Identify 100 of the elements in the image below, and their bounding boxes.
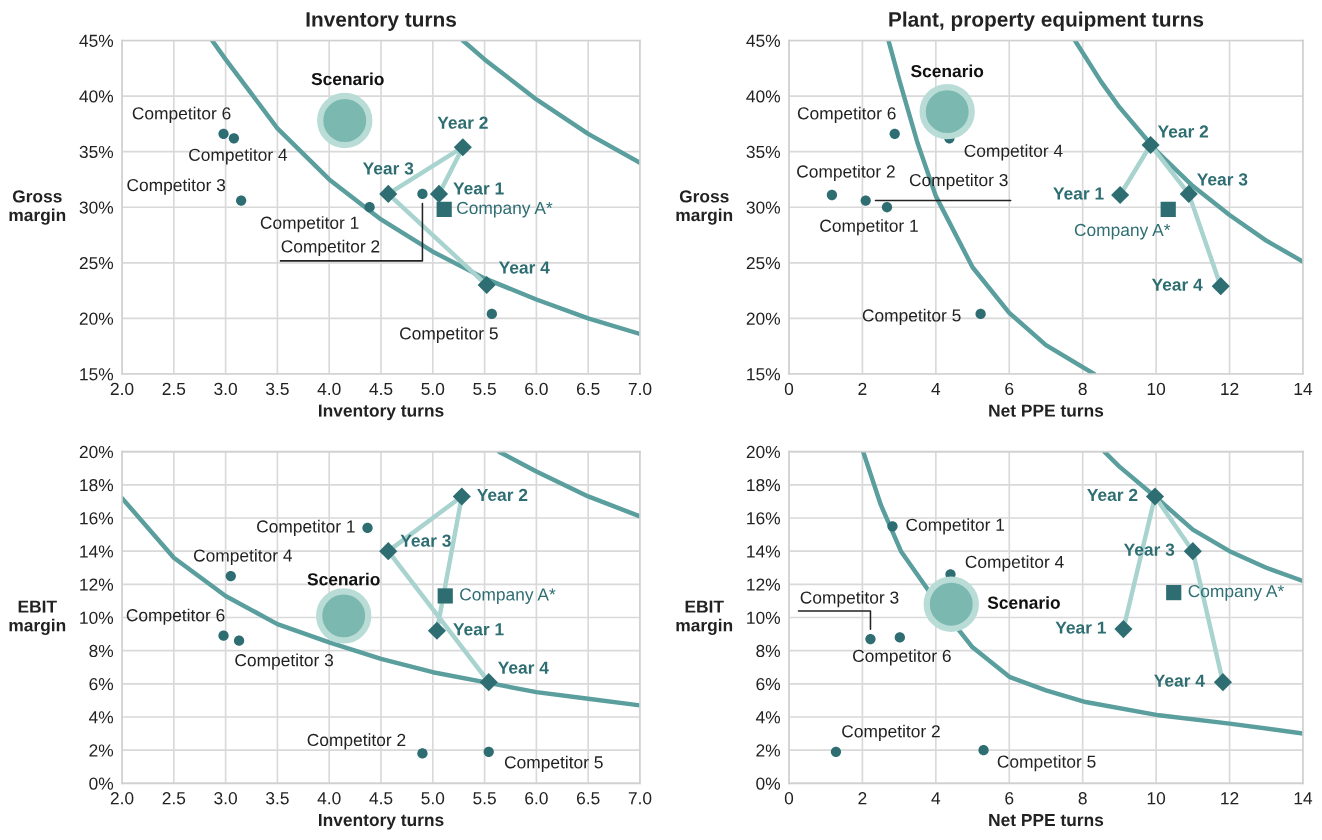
x-tick-label: 2.5 bbox=[162, 382, 186, 396]
x-axis-title: Inventory turns bbox=[318, 404, 444, 421]
y-tick-label: 2% bbox=[756, 744, 781, 757]
series-label: Competitor 1 bbox=[260, 216, 359, 233]
y-tick-label: 20% bbox=[746, 312, 781, 325]
x-tick-label: 6 bbox=[1005, 382, 1014, 396]
series-label: Year 2 bbox=[1157, 125, 1209, 138]
series-label: Competitor 1 bbox=[257, 519, 355, 537]
point bbox=[225, 570, 236, 582]
x-tick-label: 6 bbox=[1005, 792, 1014, 805]
y-tick-label: 6% bbox=[756, 677, 781, 691]
series-label: Competitor 2 bbox=[307, 733, 406, 750]
y-tick-label: 4% bbox=[88, 711, 114, 724]
point bbox=[452, 487, 471, 506]
series-label: Competitor 1 bbox=[820, 219, 918, 236]
x-tick-label: 0 bbox=[784, 792, 794, 805]
x-tick-label: 12 bbox=[1221, 792, 1239, 805]
point bbox=[218, 630, 229, 641]
x-tick-label: 10 bbox=[1147, 382, 1166, 396]
point bbox=[887, 521, 898, 532]
y-tick-label: 18% bbox=[80, 479, 114, 492]
x-tick-label: 10 bbox=[1147, 792, 1166, 805]
x-tick-label: 5.0 bbox=[421, 792, 445, 805]
y-tick-label: 6% bbox=[89, 677, 114, 691]
series-label: Company A* bbox=[457, 201, 553, 218]
y-tick-label: 30% bbox=[746, 201, 781, 214]
y-tick-label: 8% bbox=[756, 644, 781, 658]
point bbox=[826, 189, 838, 201]
series-label: Competitor 4 bbox=[965, 555, 1064, 572]
point bbox=[486, 308, 497, 320]
x-tick-label: 4 bbox=[931, 792, 941, 805]
x-tick-label: 14 bbox=[1294, 382, 1313, 395]
series-label: Competitor 1 bbox=[906, 518, 1005, 535]
y-tick-label: 2% bbox=[89, 744, 114, 757]
series-label: Scenario bbox=[987, 596, 1060, 609]
x-tick-label: 4.5 bbox=[369, 792, 393, 805]
x-tick-label: 6.0 bbox=[525, 792, 548, 805]
x-axis-title: Inventory turns bbox=[318, 814, 444, 830]
x-tick-label: 2 bbox=[858, 382, 867, 395]
y-axis-title: Gross margin bbox=[676, 190, 733, 225]
series-label: Competitor 5 bbox=[997, 755, 1096, 772]
point bbox=[417, 748, 428, 759]
text: Competitor 2 bbox=[281, 239, 380, 256]
x-tick-label: 3.0 bbox=[214, 382, 237, 396]
x-axis-title: Net PPE turns bbox=[989, 814, 1104, 827]
point bbox=[479, 673, 498, 692]
series-label: Company A* bbox=[460, 588, 556, 605]
x-tick-label: 4 bbox=[931, 382, 941, 395]
series-label: Company A* bbox=[1188, 584, 1284, 601]
y-tick-label: 35% bbox=[79, 145, 114, 159]
point bbox=[865, 633, 876, 645]
series-label: Competitor 6 bbox=[797, 106, 896, 123]
x-tick-label: 8 bbox=[1078, 382, 1087, 396]
y-tick-label: 12% bbox=[80, 578, 114, 591]
y-tick-label: 8% bbox=[89, 644, 114, 658]
point bbox=[477, 275, 496, 295]
point bbox=[379, 542, 398, 561]
point bbox=[483, 746, 494, 757]
point bbox=[236, 195, 247, 206]
series-label: Year 3 bbox=[362, 162, 414, 175]
series-label: Competitor 6 bbox=[126, 608, 225, 625]
y-tick-label: 20% bbox=[79, 445, 114, 459]
series-label: Year 4 bbox=[498, 261, 550, 274]
point bbox=[894, 632, 905, 643]
point bbox=[1183, 542, 1202, 561]
series-label: Competitor 4 bbox=[193, 548, 292, 566]
series-label: Competitor 3 bbox=[127, 178, 226, 195]
point bbox=[1160, 201, 1176, 218]
series-label: Scenario bbox=[311, 72, 384, 86]
point bbox=[228, 133, 240, 144]
x-tick-label: 6.0 bbox=[525, 382, 548, 396]
y-tick-label: 20% bbox=[79, 312, 114, 325]
y-tick-label: 10% bbox=[747, 611, 781, 624]
point bbox=[427, 621, 446, 640]
y-tick-label: 45% bbox=[746, 34, 781, 47]
y-tick-label: 16% bbox=[80, 512, 114, 525]
x-tick-label: 6.5 bbox=[577, 792, 600, 805]
series-label: Year 4 bbox=[498, 661, 549, 674]
x-tick-label: 2.0 bbox=[110, 792, 134, 805]
point bbox=[379, 184, 398, 203]
x-tick-label: 4.0 bbox=[317, 382, 341, 396]
text: Competitor 3 bbox=[800, 590, 899, 608]
x-tick-label: 5.5 bbox=[473, 792, 496, 805]
series-label: Year 3 bbox=[1197, 173, 1248, 186]
y-tick-label: 18% bbox=[747, 479, 781, 492]
x-tick-label: 2 bbox=[858, 792, 867, 805]
x-axis-title: Net PPE turns bbox=[989, 404, 1104, 417]
point bbox=[1166, 585, 1182, 601]
point bbox=[1145, 487, 1165, 506]
y-tick-label: 14% bbox=[747, 545, 781, 558]
series-label: Year 1 bbox=[453, 182, 504, 195]
point bbox=[364, 202, 375, 213]
y-tick-label: 30% bbox=[79, 201, 114, 214]
point bbox=[978, 744, 989, 756]
point bbox=[233, 635, 245, 646]
series-label: Year 2 bbox=[1087, 488, 1138, 502]
series-label: Competitor 6 bbox=[853, 649, 951, 666]
x-tick-label: 4.5 bbox=[369, 382, 393, 396]
series-label: Year 3 bbox=[1123, 543, 1175, 556]
point bbox=[889, 128, 900, 140]
